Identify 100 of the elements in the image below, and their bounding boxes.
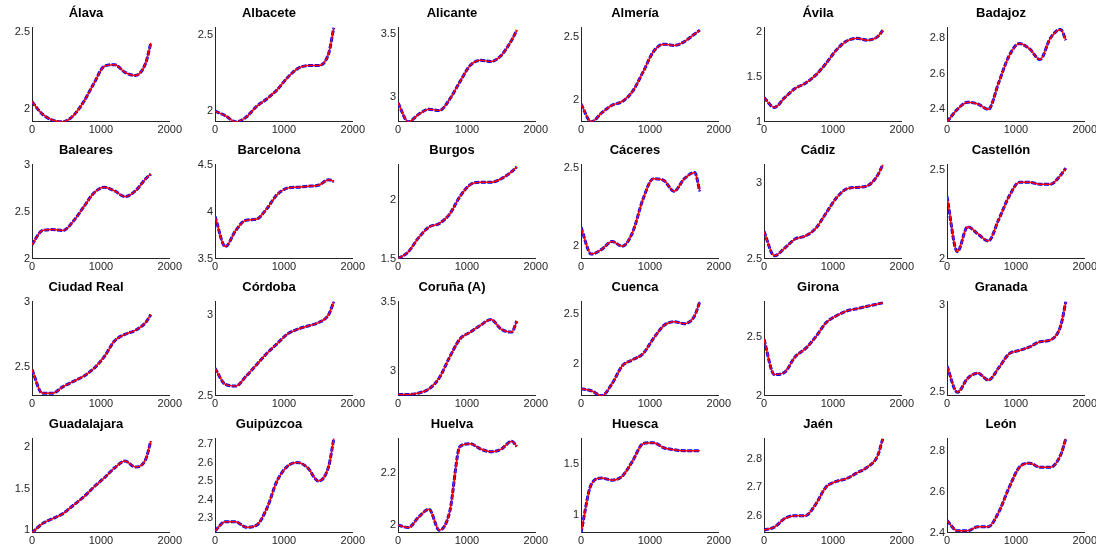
x-tick-label: 0 — [211, 534, 219, 547]
chart-title: Castellón — [971, 142, 1031, 158]
y-tick-label: 2.8 — [929, 443, 945, 456]
x-tick-label: 2000 — [157, 123, 183, 136]
y-tick-label: 2.6 — [197, 455, 213, 468]
y-tick-label: 3 — [389, 363, 396, 376]
x-tick-label: 2000 — [340, 260, 366, 273]
y-tick-label: 2.5 — [929, 162, 945, 175]
x-tick-label: 1000 — [1003, 397, 1029, 410]
y-tick-label: 1 — [23, 523, 30, 536]
x-tick-label: 0 — [394, 123, 402, 136]
x-tick-label: 2000 — [340, 534, 366, 547]
chart-title: Guipúzcoa — [235, 416, 303, 432]
x-tick-label: 2000 — [340, 397, 366, 410]
y-tick-label: 2.7 — [197, 437, 213, 450]
y-tick-label: 3.5 — [197, 251, 213, 264]
y-tick-label: 1.5 — [746, 69, 762, 82]
chart-title: Huesca — [611, 416, 659, 432]
x-tick-label: 1000 — [271, 534, 297, 547]
y-tick-label: 1.5 — [380, 251, 396, 264]
x-tick-label: 0 — [211, 397, 219, 410]
x-tick-label: 0 — [577, 123, 585, 136]
x-tick-label: 0 — [211, 260, 219, 273]
x-tick-label: 0 — [28, 123, 36, 136]
chart-title: Huelva — [430, 416, 475, 432]
chart-title: Albacete — [241, 5, 297, 21]
x-tick-label: 1000 — [637, 123, 663, 136]
y-tick-label: 2.5 — [929, 385, 945, 398]
chart-title: Cádiz — [800, 142, 836, 158]
x-tick-label: 0 — [760, 123, 768, 136]
y-tick-label: 2.5 — [14, 204, 30, 217]
y-tick-label: 3.5 — [380, 26, 396, 39]
x-tick-label: 2000 — [1072, 534, 1096, 547]
y-tick-label: 2.2 — [380, 465, 396, 478]
y-tick-label: 1.5 — [563, 456, 579, 469]
chart-title: Girona — [797, 279, 840, 295]
x-tick-label: 2000 — [706, 123, 732, 136]
y-tick-label: 2.4 — [929, 525, 945, 538]
x-tick-label: 2000 — [889, 123, 915, 136]
chart-title: Alicante — [426, 5, 478, 21]
y-tick-label: 2.5 — [563, 29, 579, 42]
y-tick-label: 2.4 — [929, 102, 945, 115]
chart-title: Coruña (A) — [418, 279, 486, 295]
y-tick-label: 2.3 — [197, 511, 213, 524]
x-tick-label: 0 — [943, 123, 951, 136]
y-tick-label: 2.6 — [929, 484, 945, 497]
y-tick-label: 3 — [23, 157, 30, 170]
x-tick-label: 1000 — [88, 397, 114, 410]
x-tick-label: 0 — [943, 260, 951, 273]
x-tick-label: 1000 — [637, 534, 663, 547]
x-tick-label: 0 — [577, 260, 585, 273]
y-tick-label: 2 — [938, 251, 945, 264]
y-tick-label: 3 — [755, 175, 762, 188]
x-tick-label: 0 — [394, 260, 402, 273]
chart-title: Ciudad Real — [48, 279, 124, 295]
chart-title: Cuenca — [611, 279, 660, 295]
y-tick-label: 2.5 — [563, 160, 579, 173]
chart-title: Almería — [611, 5, 660, 21]
y-tick-label: 2.5 — [563, 306, 579, 319]
y-tick-label: 2 — [23, 251, 30, 264]
y-tick-label: 2 — [755, 388, 762, 401]
x-tick-label: 0 — [28, 397, 36, 410]
x-tick-label: 0 — [28, 534, 36, 547]
y-tick-label: 2 — [572, 356, 579, 369]
x-tick-label: 1000 — [454, 260, 480, 273]
x-tick-label: 1000 — [454, 123, 480, 136]
x-tick-label: 0 — [394, 534, 402, 547]
chart-title: Jaén — [803, 416, 833, 432]
y-tick-label: 2.6 — [929, 66, 945, 79]
x-tick-label: 2000 — [889, 397, 915, 410]
x-tick-label: 2000 — [157, 260, 183, 273]
x-tick-label: 2000 — [1072, 123, 1096, 136]
x-tick-label: 0 — [943, 534, 951, 547]
y-tick-label: 2.5 — [746, 251, 762, 264]
y-tick-label: 4.5 — [197, 157, 213, 170]
y-tick-label: 2 — [206, 104, 213, 117]
x-tick-label: 1000 — [637, 397, 663, 410]
x-tick-label: 2000 — [340, 123, 366, 136]
chart-title: Álava — [68, 5, 105, 21]
y-tick-label: 1 — [755, 114, 762, 127]
y-tick-label: 2 — [755, 25, 762, 38]
x-tick-label: 1000 — [820, 260, 846, 273]
y-tick-label: 2.5 — [14, 25, 30, 38]
y-tick-label: 2 — [23, 102, 30, 115]
y-tick-label: 2 — [23, 439, 30, 452]
x-tick-label: 2000 — [889, 534, 915, 547]
y-tick-label: 2.5 — [746, 329, 762, 342]
x-tick-label: 1000 — [1003, 123, 1029, 136]
x-tick-label: 1000 — [820, 123, 846, 136]
x-tick-label: 0 — [577, 397, 585, 410]
y-tick-label: 2 — [389, 192, 396, 205]
chart-title: Badajoz — [976, 5, 1027, 21]
x-tick-label: 1000 — [820, 397, 846, 410]
x-tick-label: 2000 — [1072, 397, 1096, 410]
x-tick-label: 0 — [394, 397, 402, 410]
chart-title: Granada — [974, 279, 1029, 295]
y-tick-label: 2.8 — [746, 451, 762, 464]
x-tick-label: 0 — [577, 534, 585, 547]
x-tick-label: 0 — [28, 260, 36, 273]
x-tick-label: 0 — [760, 534, 768, 547]
